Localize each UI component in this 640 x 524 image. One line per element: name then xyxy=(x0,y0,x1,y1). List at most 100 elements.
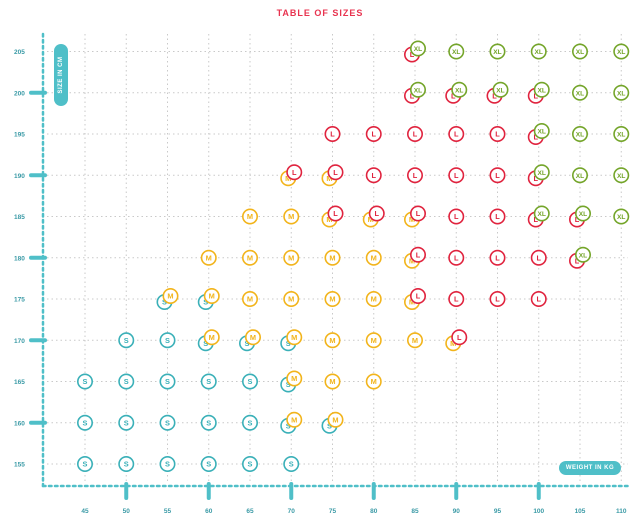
point-m-65-180 xyxy=(242,249,259,266)
point-l-90-180 xyxy=(448,249,465,266)
point-m-55-175 xyxy=(162,287,179,304)
x-tick-label-50: 50 xyxy=(123,508,131,515)
point-label-m-75-160: M xyxy=(332,415,338,424)
y-tick-label-165: 165 xyxy=(14,379,25,386)
y-major-tick-190 xyxy=(29,173,47,178)
point-label-l-100-200: L xyxy=(533,91,538,100)
y-major-tick-170 xyxy=(29,338,47,343)
x-tick-label-95: 95 xyxy=(494,508,502,515)
point-label-s-55-155: S xyxy=(165,460,170,469)
point-xl-90-205 xyxy=(448,43,465,60)
y-axis-label-text: SIZE IN CM xyxy=(58,56,64,94)
x-axis-label: WEIGHT IN KG xyxy=(559,461,621,475)
point-m-80-180 xyxy=(365,249,382,266)
point-xl-100-205 xyxy=(530,43,547,60)
point-label-m-70-170: M xyxy=(291,333,297,342)
point-s-60-160 xyxy=(200,414,217,431)
point-s-60-155 xyxy=(200,455,217,472)
point-m-75-160 xyxy=(327,411,344,428)
point-label-l-80-185: L xyxy=(374,209,379,218)
point-label-l-85-205: L xyxy=(410,50,415,59)
point-label-xl-105-190: XL xyxy=(576,173,584,180)
point-label-m-80-175: M xyxy=(371,295,377,304)
point-label-xl-85-200: XL xyxy=(414,87,422,94)
point-label-s-50-170: S xyxy=(124,336,129,345)
point-label-m-70-180: M xyxy=(288,253,294,262)
point-label-s-50-155: S xyxy=(124,460,129,469)
point-l-80-190 xyxy=(365,167,382,184)
point-label-m-90-170: M xyxy=(450,339,456,348)
point-label-s-45-165: S xyxy=(83,377,88,386)
x-tick-label-100: 100 xyxy=(533,508,544,515)
y-tick-label-195: 195 xyxy=(14,132,25,139)
point-s-55-165 xyxy=(159,373,176,390)
y-tick-label-160: 160 xyxy=(14,420,25,427)
point-l-80-185 xyxy=(368,205,385,222)
point-xl-105-180 xyxy=(574,246,591,263)
point-label-m-80-170: M xyxy=(371,336,377,345)
point-xl-100-195 xyxy=(533,123,550,140)
point-label-l-90-175: L xyxy=(454,295,459,304)
x-major-tick-60 xyxy=(206,482,211,500)
point-label-s-65-160: S xyxy=(248,418,253,427)
x-tick-label-65: 65 xyxy=(246,508,254,515)
point-xl-100-200 xyxy=(533,81,550,98)
point-s-65-155 xyxy=(242,455,259,472)
point-label-m-70-160: M xyxy=(291,415,297,424)
point-s-45-165 xyxy=(77,373,94,390)
point-m-75-175 xyxy=(324,290,341,307)
point-s-45-160 xyxy=(77,414,94,431)
point-xl-110-195 xyxy=(613,126,630,143)
point-xl-90-200 xyxy=(451,81,468,98)
point-label-xl-100-190: XL xyxy=(538,170,546,177)
y-tick-label-155: 155 xyxy=(14,462,25,469)
point-xl-85-205 xyxy=(409,40,426,57)
point-label-xl-95-205: XL xyxy=(493,49,501,56)
point-label-m-80-180: M xyxy=(371,253,377,262)
point-m-70-170 xyxy=(286,329,303,346)
point-label-l-80-190: L xyxy=(371,171,376,180)
point-label-m-60-180: M xyxy=(206,253,212,262)
point-xl-105-200 xyxy=(571,84,588,101)
point-m-60-180 xyxy=(200,249,217,266)
point-label-s-65-170: S xyxy=(245,339,250,348)
point-m-70-165 xyxy=(286,370,303,387)
point-label-m-65-170: M xyxy=(250,333,256,342)
point-xl-85-200 xyxy=(409,81,426,98)
point-xl-100-185 xyxy=(533,205,550,222)
point-label-s-55-170: S xyxy=(165,336,170,345)
point-label-m-60-170: M xyxy=(209,333,215,342)
y-tick-label-200: 200 xyxy=(14,90,25,97)
point-label-l-90-195: L xyxy=(454,130,459,139)
point-label-l-75-190: L xyxy=(333,168,338,177)
x-tick-label-80: 80 xyxy=(370,508,378,515)
point-label-xl-85-205: XL xyxy=(414,46,422,53)
point-label-s-65-165: S xyxy=(248,377,253,386)
point-label-l-95-190: L xyxy=(495,171,500,180)
point-label-s-60-170: S xyxy=(203,339,208,348)
point-m-75-165 xyxy=(324,373,341,390)
point-label-l-95-180: L xyxy=(495,253,500,262)
point-label-xl-105-200: XL xyxy=(576,90,584,97)
point-label-xl-110-190: XL xyxy=(617,173,625,180)
point-label-l-70-190: L xyxy=(292,168,297,177)
point-m-80-175 xyxy=(365,290,382,307)
point-xl-105-190 xyxy=(571,167,588,184)
point-l-100-175 xyxy=(530,290,547,307)
point-label-s-45-160: S xyxy=(83,418,88,427)
point-m-70-180 xyxy=(283,249,300,266)
axes xyxy=(29,32,630,500)
point-label-l-95-200: L xyxy=(492,91,497,100)
point-label-s-65-155: S xyxy=(248,460,253,469)
point-l-70-190 xyxy=(286,164,303,181)
point-m-70-185 xyxy=(283,208,300,225)
point-s-50-160 xyxy=(118,414,135,431)
point-label-m-65-180: M xyxy=(247,253,253,262)
point-m-80-165 xyxy=(365,373,382,390)
point-label-xl-100-195: XL xyxy=(538,129,546,136)
point-label-l-75-195: L xyxy=(330,130,335,139)
point-label-xl-100-200: XL xyxy=(538,87,546,94)
point-m-60-170 xyxy=(203,329,220,346)
point-label-m-65-185: M xyxy=(247,212,253,221)
x-major-tick-80 xyxy=(371,482,376,500)
